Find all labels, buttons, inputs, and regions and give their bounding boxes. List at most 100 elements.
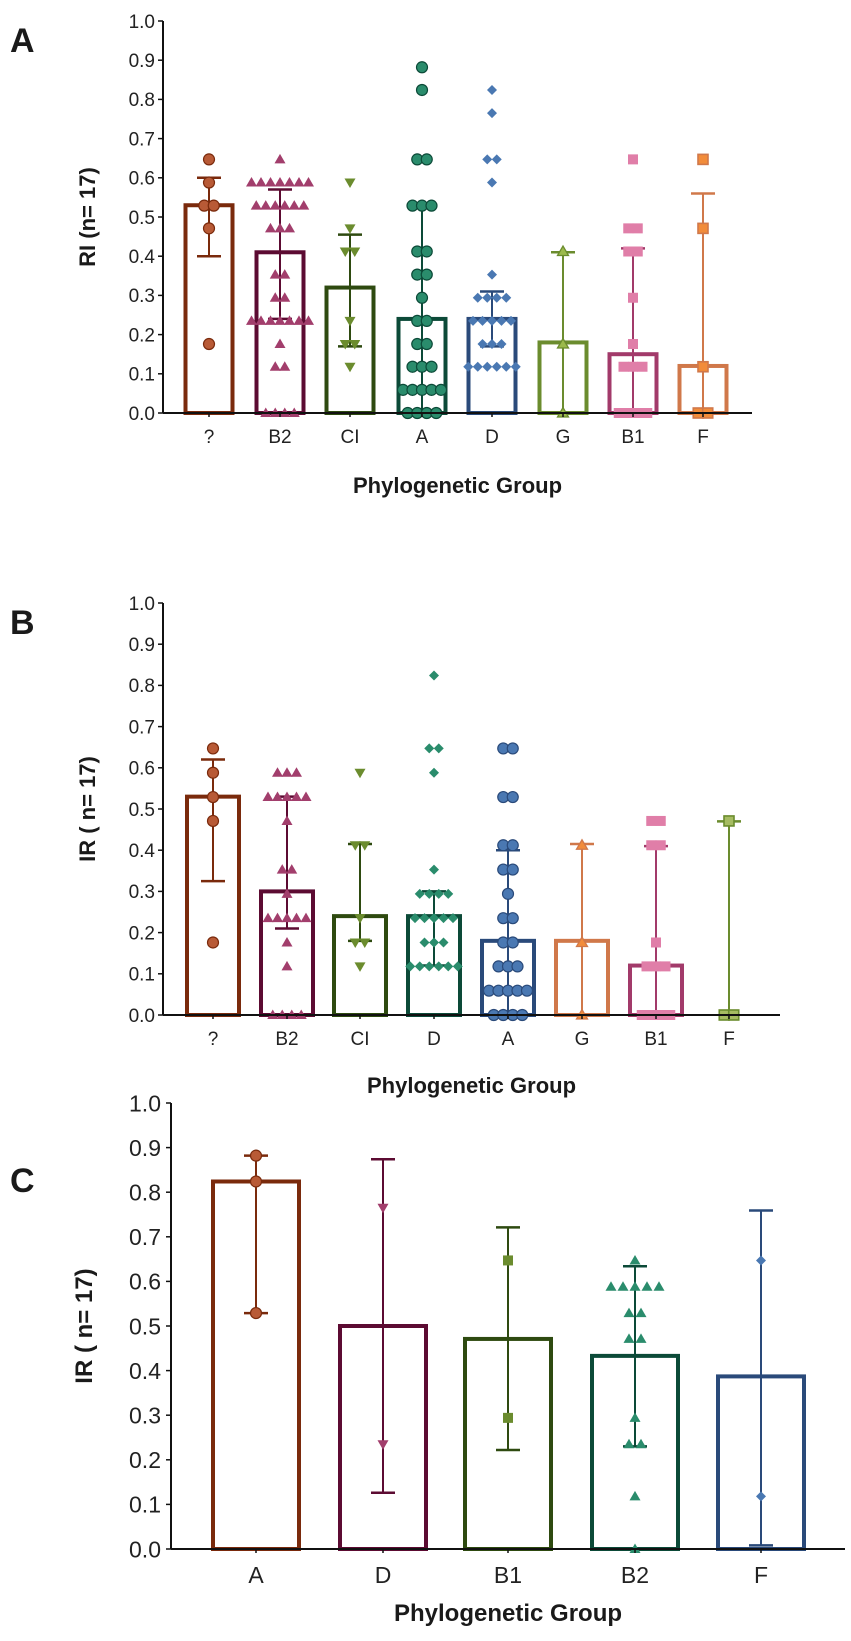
y-tick-label: 0.1 <box>129 1492 161 1518</box>
data-point <box>628 339 638 350</box>
x-tick-label: D <box>375 1562 392 1588</box>
data-point <box>272 791 283 802</box>
data-point <box>344 178 356 189</box>
x-tick-label: ? <box>208 1029 219 1050</box>
data-point <box>655 815 666 826</box>
x-tick-label: B2 <box>268 427 291 448</box>
data-point <box>281 936 293 947</box>
x-tick-label: G <box>575 1029 590 1050</box>
y-tick-label: 0.2 <box>129 923 155 944</box>
data-point <box>623 246 634 257</box>
data-point <box>653 1281 665 1291</box>
data-point <box>354 768 366 779</box>
y-tick-label: 0.0 <box>129 1006 155 1027</box>
data-point <box>629 1254 641 1265</box>
data-point <box>207 199 220 212</box>
series-B2 <box>590 1254 680 1553</box>
y-tick-label: 0.2 <box>129 1447 161 1473</box>
data-point <box>262 791 274 802</box>
data-point <box>425 199 438 212</box>
data-point <box>629 1281 641 1291</box>
data-point <box>274 177 286 187</box>
x-tick-label: F <box>723 1029 735 1050</box>
series-A <box>211 1149 301 1551</box>
data-point <box>281 888 293 898</box>
data-point <box>487 315 497 326</box>
data-point <box>265 222 276 233</box>
data-point <box>697 360 709 373</box>
data-point <box>274 315 286 325</box>
data-point <box>202 176 216 189</box>
data-point <box>255 315 267 325</box>
data-point <box>646 815 657 826</box>
data-point <box>415 61 429 74</box>
series-CI <box>332 768 388 1017</box>
data-point <box>420 245 433 258</box>
data-point <box>491 154 502 165</box>
data-point <box>434 383 448 396</box>
y-tick-label: 1.0 <box>129 12 155 33</box>
data-point <box>291 767 302 777</box>
series-F <box>717 815 741 1021</box>
data-point <box>651 961 661 972</box>
x-tick-label: F <box>697 427 709 448</box>
data-point <box>491 292 502 303</box>
series-F <box>716 1209 806 1551</box>
data-point <box>284 315 295 325</box>
y-axis-title: IR ( n= 17) <box>71 1268 98 1383</box>
data-point <box>415 83 429 97</box>
data-point <box>344 362 356 373</box>
data-point <box>349 340 361 350</box>
data-point <box>279 292 291 302</box>
panel-a: A 0.0 0.1 0.2 0.3 0.4 0.5 0.6 0.7 0.8 0.9 1.0 RI (n=… <box>10 12 752 498</box>
data-point <box>482 154 493 165</box>
data-point <box>491 361 502 372</box>
data-point <box>617 1281 629 1291</box>
data-point <box>463 361 474 372</box>
data-point <box>605 1281 617 1291</box>
data-point <box>303 315 314 325</box>
data-point <box>202 337 216 351</box>
x-tick-label: CI <box>341 427 360 448</box>
data-point <box>448 913 458 924</box>
data-point <box>284 177 295 187</box>
data-point <box>697 222 709 235</box>
y-tick-label: 0.1 <box>129 965 155 986</box>
data-point <box>556 337 570 349</box>
data-point <box>506 839 519 852</box>
series-D <box>338 1157 428 1551</box>
data-point <box>623 1333 635 1343</box>
x-tick-label: B1 <box>621 427 644 448</box>
data-point <box>339 340 351 350</box>
y-tick-label: 0.9 <box>129 51 155 72</box>
data-point <box>293 315 305 325</box>
data-point <box>274 153 286 164</box>
data-point <box>452 961 463 972</box>
data-point <box>269 200 281 210</box>
data-point <box>433 961 444 972</box>
data-point <box>477 339 488 350</box>
data-point <box>206 936 220 949</box>
data-point <box>429 913 439 924</box>
series-CI <box>324 178 376 415</box>
data-point <box>420 314 433 327</box>
data-point <box>269 292 281 302</box>
series-B1 <box>628 815 684 1020</box>
data-point <box>265 315 276 325</box>
series-B2 <box>259 767 315 1019</box>
series-D <box>405 670 463 1017</box>
data-point <box>281 960 293 971</box>
data-point <box>575 838 589 850</box>
x-tick-label: B1 <box>494 1562 522 1588</box>
data-point <box>415 291 429 304</box>
series-A <box>396 61 448 420</box>
data-point <box>419 913 430 924</box>
data-point <box>629 1490 641 1501</box>
y-tick-label: 0.7 <box>129 717 155 738</box>
y-tick-label: 0.5 <box>129 1313 161 1339</box>
data-point <box>260 200 272 210</box>
data-point <box>501 292 512 303</box>
data-point <box>477 315 488 326</box>
y-tick-label: 0.2 <box>129 325 155 346</box>
x-axis-title: Phylogenetic Group <box>367 1073 576 1098</box>
